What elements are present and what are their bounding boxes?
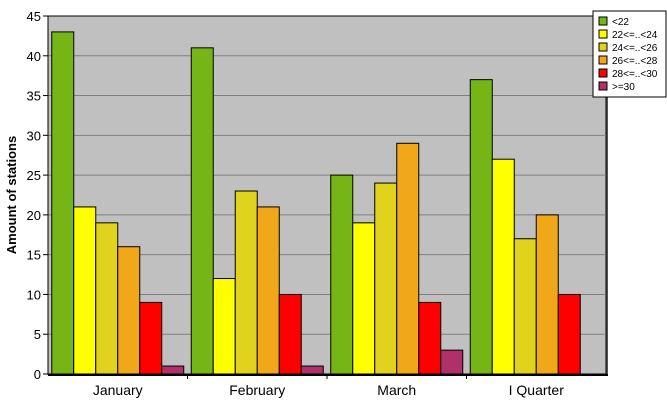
y-tick-label: 0	[34, 367, 41, 382]
legend: <22 22<=..<24 24<=..<26 26<=..<28 28<=..<30 >…	[592, 10, 667, 98]
bar	[161, 365, 185, 375]
bar	[557, 293, 581, 375]
legend-label: 22<=..<24	[612, 30, 658, 41]
y-tick-label: 10	[27, 287, 41, 302]
bar	[513, 238, 537, 375]
bar	[469, 79, 493, 375]
y-tick-label: 15	[27, 248, 41, 263]
bar	[278, 293, 302, 375]
legend-swatch	[598, 16, 608, 26]
legend-label: 24<=..<26	[612, 43, 658, 54]
bar	[190, 47, 214, 375]
bar	[95, 222, 119, 375]
x-tick-label: January	[93, 382, 143, 398]
y-axis-title: Amount of stations	[4, 136, 19, 254]
bar	[352, 222, 376, 375]
y-tick-labels: 0 5 10 15 20 25 30 35 40 45	[27, 9, 41, 382]
legend-swatch	[598, 42, 608, 52]
y-tick-label: 40	[27, 49, 41, 64]
y-tick-label: 30	[27, 128, 41, 143]
y-tick-label: 20	[27, 208, 41, 223]
legend-swatch	[598, 81, 608, 91]
legend-label: <22	[612, 17, 629, 28]
legend-label: 26<=..<28	[612, 56, 658, 67]
x-tick-label: February	[229, 382, 285, 398]
y-tick-label: 35	[27, 89, 41, 104]
y-tick-label: 45	[27, 9, 41, 24]
bar	[330, 174, 354, 375]
bar	[418, 301, 442, 375]
legend-swatch	[598, 68, 608, 78]
bar	[117, 246, 141, 375]
x-tick-label: I Quarter	[509, 382, 565, 398]
bar	[212, 278, 236, 375]
legend-label: 28<=..<30	[612, 69, 658, 80]
bar	[234, 190, 258, 375]
x-tick-labels: January February March I Quarter	[93, 382, 564, 398]
bar	[256, 206, 280, 375]
y-tick-label: 25	[27, 168, 41, 183]
bars	[51, 31, 581, 375]
bar	[535, 214, 559, 375]
legend-swatch	[598, 29, 608, 39]
bar	[73, 206, 97, 375]
legend-label: >=30	[612, 82, 635, 93]
bar	[51, 31, 75, 375]
bar	[396, 142, 420, 375]
bar	[440, 349, 464, 375]
y-tick-label: 5	[34, 327, 41, 342]
legend-swatch	[598, 55, 608, 65]
bar	[139, 301, 163, 375]
axes	[47, 16, 608, 379]
bar	[491, 158, 515, 375]
x-tick-label: March	[377, 382, 416, 398]
bar	[300, 365, 324, 375]
bar	[374, 182, 398, 375]
